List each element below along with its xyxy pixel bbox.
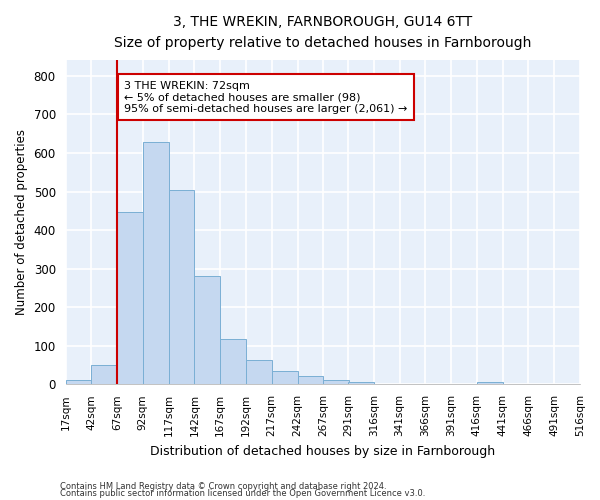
Text: 3 THE WREKIN: 72sqm
← 5% of detached houses are smaller (98)
95% of semi-detache: 3 THE WREKIN: 72sqm ← 5% of detached hou…: [124, 80, 407, 114]
Bar: [272, 371, 298, 384]
Bar: [477, 382, 503, 384]
Bar: [348, 382, 374, 384]
Text: Contains public sector information licensed under the Open Government Licence v3: Contains public sector information licen…: [60, 489, 425, 498]
Y-axis label: Number of detached properties: Number of detached properties: [15, 130, 28, 316]
Bar: [298, 376, 323, 384]
Bar: [143, 142, 169, 384]
Bar: [323, 380, 349, 384]
Bar: [246, 360, 272, 384]
Text: Contains HM Land Registry data © Crown copyright and database right 2024.: Contains HM Land Registry data © Crown c…: [60, 482, 386, 491]
Bar: [117, 212, 143, 384]
Title: 3, THE WREKIN, FARNBOROUGH, GU14 6TT
Size of property relative to detached house: 3, THE WREKIN, FARNBOROUGH, GU14 6TT Siz…: [114, 15, 532, 50]
Bar: [194, 276, 220, 384]
X-axis label: Distribution of detached houses by size in Farnborough: Distribution of detached houses by size …: [150, 444, 496, 458]
Bar: [65, 380, 91, 384]
Bar: [169, 190, 194, 384]
Bar: [91, 365, 117, 384]
Bar: [220, 339, 246, 384]
